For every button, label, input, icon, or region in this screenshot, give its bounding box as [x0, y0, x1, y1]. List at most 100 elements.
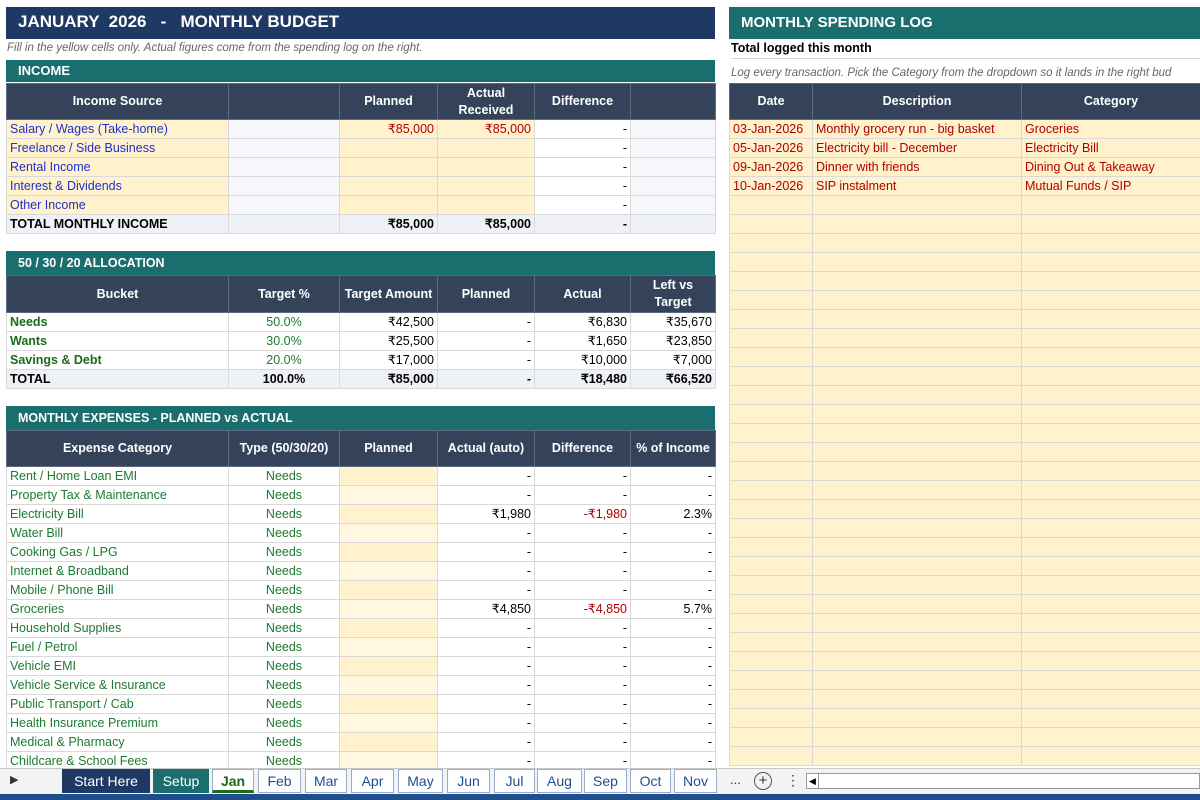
log-date-cell[interactable] [729, 499, 813, 519]
log-description-cell[interactable] [812, 632, 1022, 652]
expense-planned-cell[interactable] [339, 599, 438, 619]
log-date-cell[interactable] [729, 195, 813, 215]
log-category-cell[interactable] [1021, 556, 1200, 576]
expense-planned-cell[interactable] [339, 504, 438, 524]
log-date-cell[interactable] [729, 385, 813, 405]
log-date-cell[interactable] [729, 328, 813, 348]
log-date-cell[interactable] [729, 708, 813, 728]
sheet-tab-start-here[interactable]: Start Here [62, 769, 150, 793]
expense-planned-cell[interactable] [339, 656, 438, 676]
income-source-cell[interactable]: Salary / Wages (Take-home) [6, 119, 229, 139]
log-date-cell[interactable] [729, 233, 813, 253]
log-description-cell[interactable]: Dinner with friends [812, 157, 1022, 177]
expense-type-cell[interactable]: Needs [228, 580, 340, 600]
tab-options-icon[interactable]: ⋮ [786, 772, 800, 788]
log-description-cell[interactable] [812, 537, 1022, 557]
log-date-cell[interactable] [729, 575, 813, 595]
log-description-cell[interactable] [812, 670, 1022, 690]
log-description-cell[interactable] [812, 689, 1022, 709]
log-date-cell[interactable] [729, 689, 813, 709]
log-description-cell[interactable] [812, 404, 1022, 424]
log-date-cell[interactable] [729, 252, 813, 272]
log-date-cell[interactable] [729, 556, 813, 576]
log-date-cell[interactable]: 10-Jan-2026 [729, 176, 813, 196]
log-category-cell[interactable] [1021, 613, 1200, 633]
log-description-cell[interactable] [812, 499, 1022, 519]
sheet-tab-oct[interactable]: Oct [630, 769, 671, 793]
log-category-cell[interactable] [1021, 271, 1200, 291]
log-category-cell[interactable] [1021, 366, 1200, 386]
horizontal-scrollbar[interactable]: ◀ [806, 773, 1200, 789]
income-blank-cell[interactable] [228, 176, 340, 196]
more-tabs-button[interactable]: ... [730, 772, 741, 787]
alloc-pct-cell[interactable]: 30.0% [228, 331, 340, 351]
income-actual-cell[interactable] [437, 157, 535, 177]
log-category-cell[interactable] [1021, 499, 1200, 519]
log-category-cell[interactable] [1021, 290, 1200, 310]
log-category-cell[interactable] [1021, 461, 1200, 481]
expense-type-cell[interactable]: Needs [228, 466, 340, 486]
log-date-cell[interactable] [729, 442, 813, 462]
expense-type-cell[interactable]: Needs [228, 637, 340, 657]
log-date-cell[interactable] [729, 594, 813, 614]
expense-planned-cell[interactable] [339, 713, 438, 733]
sheet-tab-setup[interactable]: Setup [153, 769, 209, 793]
log-description-cell[interactable] [812, 366, 1022, 386]
log-category-cell[interactable] [1021, 423, 1200, 443]
log-category-cell[interactable] [1021, 404, 1200, 424]
log-date-cell[interactable] [729, 670, 813, 690]
add-sheet-icon[interactable]: + [754, 772, 772, 790]
log-description-cell[interactable] [812, 214, 1022, 234]
income-blank-cell[interactable] [228, 195, 340, 215]
log-description-cell[interactable] [812, 252, 1022, 272]
alloc-pct-cell[interactable]: 50.0% [228, 312, 340, 332]
sheet-tab-jun[interactable]: Jun [447, 769, 490, 793]
log-category-cell[interactable] [1021, 651, 1200, 671]
log-description-cell[interactable] [812, 708, 1022, 728]
expense-planned-cell[interactable] [339, 466, 438, 486]
sheet-tab-jan[interactable]: Jan [212, 769, 254, 793]
sheet-tab-aug[interactable]: Aug [537, 769, 582, 793]
log-description-cell[interactable] [812, 290, 1022, 310]
log-date-cell[interactable]: 03-Jan-2026 [729, 119, 813, 139]
log-description-cell[interactable] [812, 347, 1022, 367]
expense-planned-cell[interactable] [339, 485, 438, 505]
expense-type-cell[interactable]: Needs [228, 656, 340, 676]
log-category-cell[interactable] [1021, 442, 1200, 462]
sheet-tab-apr[interactable]: Apr [351, 769, 394, 793]
expense-type-cell[interactable]: Needs [228, 599, 340, 619]
expense-planned-cell[interactable] [339, 751, 438, 771]
expense-type-cell[interactable]: Needs [228, 732, 340, 752]
log-date-cell[interactable] [729, 214, 813, 234]
log-date-cell[interactable] [729, 632, 813, 652]
sheet-tab-jul[interactable]: Jul [494, 769, 535, 793]
expense-planned-cell[interactable] [339, 618, 438, 638]
log-date-cell[interactable] [729, 423, 813, 443]
expense-type-cell[interactable]: Needs [228, 504, 340, 524]
log-category-cell[interactable] [1021, 347, 1200, 367]
log-date-cell[interactable] [729, 290, 813, 310]
log-category-cell[interactable] [1021, 708, 1200, 728]
income-blank-cell[interactable] [228, 119, 340, 139]
log-date-cell[interactable] [729, 727, 813, 747]
log-description-cell[interactable] [812, 651, 1022, 671]
expense-type-cell[interactable]: Needs [228, 523, 340, 543]
sheet-tab-nov[interactable]: Nov [674, 769, 717, 793]
income-source-cell[interactable]: Freelance / Side Business [6, 138, 229, 158]
expense-type-cell[interactable]: Needs [228, 694, 340, 714]
expense-type-cell[interactable]: Needs [228, 485, 340, 505]
expense-type-cell[interactable]: Needs [228, 561, 340, 581]
expense-planned-cell[interactable] [339, 694, 438, 714]
expense-type-cell[interactable]: Needs [228, 542, 340, 562]
log-date-cell[interactable] [729, 366, 813, 386]
log-date-cell[interactable] [729, 518, 813, 538]
income-planned-cell[interactable] [339, 176, 438, 196]
income-actual-cell[interactable] [437, 195, 535, 215]
log-date-cell[interactable] [729, 309, 813, 329]
log-category-cell[interactable] [1021, 309, 1200, 329]
log-category-cell[interactable] [1021, 537, 1200, 557]
log-description-cell[interactable] [812, 575, 1022, 595]
expense-planned-cell[interactable] [339, 542, 438, 562]
expense-planned-cell[interactable] [339, 523, 438, 543]
log-category-cell[interactable]: Electricity Bill [1021, 138, 1200, 158]
